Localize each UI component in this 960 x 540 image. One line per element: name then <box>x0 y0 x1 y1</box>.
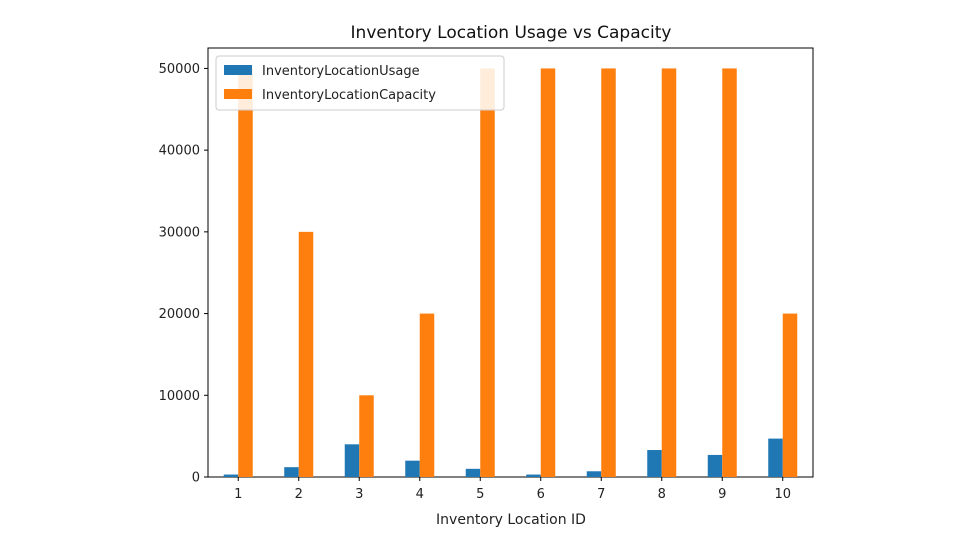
x-tick-label: 7 <box>597 487 605 502</box>
bar-capacity-4 <box>419 313 435 477</box>
x-tick-label: 3 <box>355 487 363 502</box>
bar-capacity-7 <box>601 68 616 478</box>
bar-usage-8 <box>647 450 662 477</box>
x-axis-label: Inventory Location ID <box>436 512 586 528</box>
bar-usage-3 <box>344 444 360 477</box>
bar-usage-9 <box>707 454 723 477</box>
y-tick-label: 0 <box>192 471 200 486</box>
bar-capacity-9 <box>722 68 737 478</box>
y-tick-label: 50000 <box>159 62 200 77</box>
bar-usage-7 <box>586 471 602 477</box>
y-axis: 0 10000 20000 30000 40000 50000 <box>159 62 208 486</box>
bar-usage-6 <box>526 474 541 477</box>
bar-usage-10 <box>768 438 783 477</box>
x-tick-label: 2 <box>295 487 303 502</box>
bar-capacity-3 <box>359 395 374 477</box>
bar-usage-2 <box>284 467 299 477</box>
x-tick-label: 10 <box>774 487 791 502</box>
x-tick-label: 4 <box>416 487 424 502</box>
legend-swatch-usage <box>224 65 252 75</box>
bars-layer <box>223 68 798 478</box>
y-tick-label: 10000 <box>159 389 200 404</box>
chart-title: Inventory Location Usage vs Capacity <box>351 23 672 43</box>
x-tick-label: 5 <box>476 487 484 502</box>
bar-capacity-10 <box>782 313 798 477</box>
plot-area-frame <box>207 47 814 478</box>
x-tick-label: 1 <box>234 487 242 502</box>
bar-capacity-6 <box>540 68 556 478</box>
bar-usage-1 <box>223 474 239 477</box>
bar-capacity-8 <box>661 68 677 478</box>
x-tick-label: 6 <box>537 487 545 502</box>
legend-label-capacity: InventoryLocationCapacity <box>262 88 436 103</box>
legend: InventoryLocationUsage InventoryLocationC… <box>215 55 505 111</box>
bar-usage-4 <box>405 460 420 477</box>
x-tick-label: 8 <box>658 487 666 502</box>
y-tick-label: 40000 <box>159 144 200 159</box>
bar-capacity-5 <box>480 68 495 478</box>
bar-capacity-2 <box>298 231 314 477</box>
y-tick-label: 30000 <box>159 225 200 240</box>
x-axis: 1 2 3 4 5 6 7 8 9 10 <box>234 477 791 502</box>
legend-box <box>215 55 505 111</box>
x-tick-label: 9 <box>718 487 726 502</box>
bar-usage-5 <box>465 468 481 477</box>
legend-label-usage: InventoryLocationUsage <box>262 64 420 79</box>
y-tick-label: 20000 <box>159 307 200 322</box>
legend-swatch-capacity <box>224 89 252 99</box>
bar-capacity-1 <box>238 68 253 478</box>
